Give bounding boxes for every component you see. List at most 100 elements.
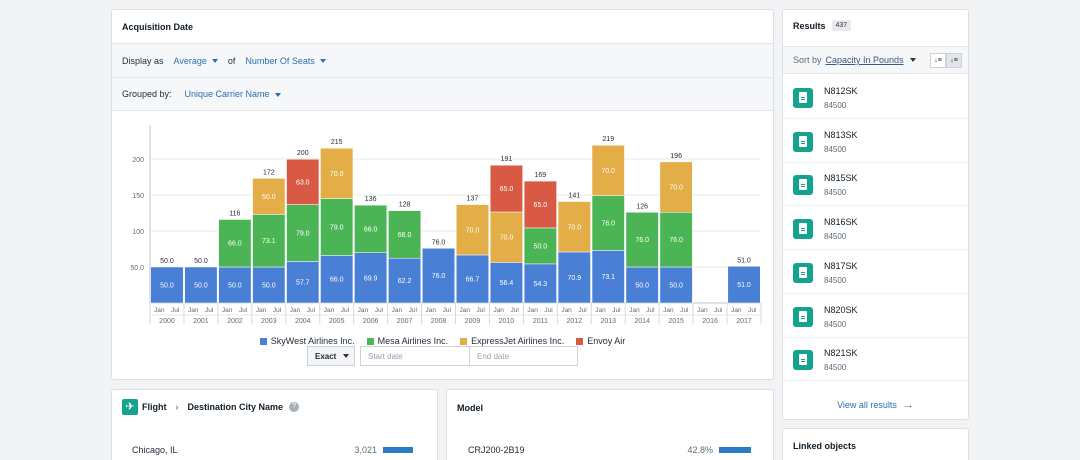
- x-tick-label: 2016: [702, 318, 718, 325]
- bar-segment: [523, 227, 557, 265]
- aggregation-dropdown[interactable]: Average: [174, 56, 218, 66]
- aggregation-value: Average: [173, 55, 207, 66]
- results-title: Results: [793, 20, 826, 31]
- bar-segment: [184, 266, 218, 304]
- sort-dropdown[interactable]: Capacity In Pounds: [826, 55, 904, 65]
- bar-total-label: 51.0: [737, 257, 751, 264]
- legend-swatch: [576, 338, 584, 346]
- x-tick-label: 2009: [465, 318, 481, 325]
- bar-total-label: 200: [297, 150, 309, 157]
- x-sub-tick-label: Jan: [188, 307, 199, 314]
- x-sub-tick-label: Jan: [290, 307, 301, 314]
- bar-value-label: 54.3: [534, 281, 548, 288]
- bar-value-label: 70.0: [466, 227, 480, 234]
- view-all-label: View all results: [837, 400, 897, 410]
- bar-total-label: 141: [568, 193, 580, 200]
- bar-segment: [388, 210, 422, 259]
- result-item[interactable]: N816SK 84500: [783, 206, 968, 251]
- result-item[interactable]: N813SK 84500: [783, 119, 968, 163]
- x-sub-tick-label: Jul: [341, 307, 350, 314]
- acquisition-chart: 50.0 100 150 200 50.0 50.0 Jan Jul 2000 50.0 50.0 J…: [130, 125, 762, 325]
- bar-segment: [489, 164, 523, 213]
- bar-segment: [523, 180, 557, 229]
- result-name: N812SK: [824, 86, 858, 96]
- bar-value-label: 70.0: [669, 185, 683, 192]
- start-date-input[interactable]: Start date: [360, 346, 470, 366]
- legend-item-expressjet[interactable]: ExpressJet Airlines Inc.: [460, 336, 564, 346]
- legend-item-envoy[interactable]: Envoy Air: [576, 336, 625, 346]
- bar-value-label: 76.0: [432, 273, 446, 280]
- bar-segment: [422, 248, 455, 304]
- x-sub-tick-label: Jan: [663, 307, 674, 314]
- x-sub-tick-label: Jul: [646, 307, 655, 314]
- bar-value-label: 50.0: [194, 283, 208, 290]
- chart-legend: SkyWest Airlines Inc. Mesa Airlines Inc.…: [112, 336, 773, 346]
- bar-value-label: 70.0: [330, 171, 344, 178]
- bar-value-label: 50.0: [228, 283, 242, 290]
- bar-value-label: 56.4: [500, 280, 514, 287]
- result-value: 84500: [824, 363, 847, 373]
- x-sub-tick-label: Jul: [375, 307, 384, 314]
- x-sub-tick-label: Jan: [629, 307, 640, 314]
- model-row-bar: [719, 447, 752, 453]
- chevron-down-icon: [343, 354, 350, 358]
- x-sub-tick-label: Jan: [256, 307, 267, 314]
- legend-swatch: [366, 338, 374, 346]
- x-sub-tick-label: Jul: [748, 307, 757, 314]
- y-tick-label: 100: [132, 229, 144, 236]
- x-tick-label: 2006: [363, 318, 379, 325]
- group-by-dropdown[interactable]: Unique Carrier Name: [185, 89, 281, 99]
- result-item[interactable]: N821SK 84500: [783, 337, 968, 382]
- property-value: Number Of Seats: [245, 55, 315, 66]
- bar-total-label: 50.0: [194, 258, 208, 265]
- x-sub-tick-label: Jan: [154, 307, 165, 314]
- of-label: of: [227, 55, 236, 66]
- property-dropdown[interactable]: Number Of Seats: [245, 56, 326, 66]
- sort-descending-icon[interactable]: ↓≡: [946, 53, 962, 68]
- x-sub-tick-label: Jan: [527, 307, 538, 314]
- flight-row[interactable]: Chicago, IL 3,021: [112, 442, 437, 458]
- result-value: 84500: [824, 101, 847, 110]
- x-tick-label: 2015: [668, 318, 684, 325]
- bar-total-label: 50.0: [160, 258, 174, 265]
- legend-item-skywest[interactable]: SkyWest Airlines Inc.: [259, 336, 355, 346]
- results-count-badge: 437: [831, 20, 852, 31]
- model-row[interactable]: CRJ200-2B19 42.8%: [447, 442, 773, 458]
- grouped-by-label: Grouped by:: [122, 89, 172, 99]
- chevron-down-icon: [211, 59, 218, 64]
- document-icon: [793, 219, 813, 240]
- document-icon: [793, 262, 813, 283]
- sort-value: Capacity In Pounds: [825, 55, 904, 65]
- sort-ascending-icon[interactable]: ↓≡: [930, 53, 946, 68]
- bar-segment: [591, 250, 625, 304]
- result-item[interactable]: N820SK 84500: [783, 294, 968, 338]
- exact-value: Exact: [315, 351, 337, 361]
- view-all-results-link[interactable]: View all results →: [783, 399, 968, 411]
- bar-value-label: 79.0: [330, 225, 344, 232]
- end-date-input[interactable]: End date: [469, 346, 578, 366]
- legend-item-mesa[interactable]: Mesa Airlines Inc.: [366, 336, 448, 346]
- x-sub-tick-label: Jan: [426, 307, 437, 314]
- bar-total-label: 137: [467, 196, 479, 203]
- x-sub-tick-label: Jan: [731, 307, 742, 314]
- bar-segment: [252, 266, 286, 304]
- x-tick-label: 2014: [634, 318, 650, 325]
- result-item[interactable]: N815SK 84500: [783, 162, 968, 207]
- x-tick-label: 2003: [261, 318, 277, 325]
- result-item[interactable]: N812SK 84500: [783, 75, 968, 119]
- bar-segment: [320, 147, 354, 199]
- x-sub-tick-label: Jul: [477, 307, 486, 314]
- bar-segment: [388, 257, 422, 304]
- bar-segment: [625, 266, 659, 304]
- bar-value-label: 50.0: [534, 243, 548, 250]
- y-tick-label: 50.0: [130, 265, 144, 272]
- help-icon[interactable]: ?: [289, 402, 300, 412]
- exact-dropdown[interactable]: Exact: [307, 346, 355, 366]
- acquisition-panel: Acquisition Date Display as Average of N…: [111, 9, 774, 380]
- result-name: N816SK: [824, 217, 858, 228]
- result-name: N820SK: [824, 304, 858, 315]
- x-sub-tick-label: Jul: [578, 307, 587, 314]
- x-sub-tick-label: Jan: [392, 307, 403, 314]
- bar-total-label: 191: [501, 156, 513, 163]
- result-item[interactable]: N817SK 84500: [783, 250, 968, 294]
